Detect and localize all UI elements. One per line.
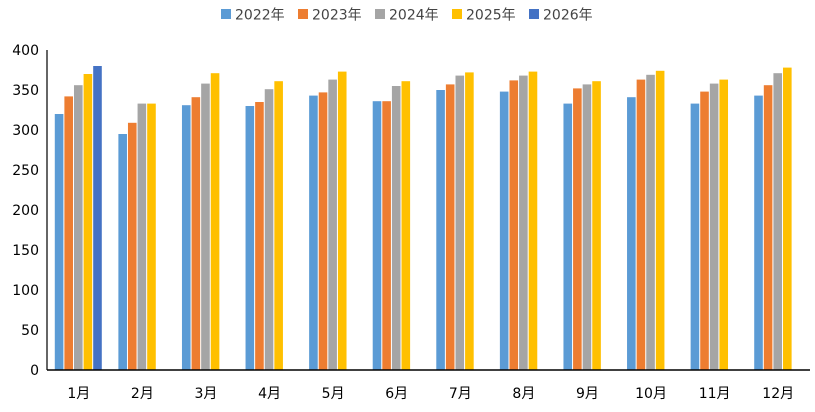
bar <box>137 103 147 370</box>
bar <box>147 103 156 370</box>
y-tick-label: 250 <box>12 163 39 179</box>
y-tick-label: 150 <box>12 243 39 259</box>
bar <box>382 101 391 370</box>
x-tick-label: 12月 <box>762 386 794 402</box>
legend-swatch <box>375 9 385 19</box>
x-tick-label: 3月 <box>194 386 217 402</box>
bar <box>401 81 411 370</box>
bar <box>573 88 582 371</box>
x-tick-label: 11月 <box>699 386 731 402</box>
bar <box>83 74 93 370</box>
legend-label: 2022年 <box>235 8 285 24</box>
bar <box>181 105 191 370</box>
y-tick-label: 350 <box>12 83 39 99</box>
legend-swatch <box>529 9 539 19</box>
bars <box>54 66 792 371</box>
legend-item: 2023年 <box>298 8 362 24</box>
legend-item: 2024年 <box>375 8 439 24</box>
bar <box>337 71 347 370</box>
x-axis-tick-labels: 1月 2月 3月 4月 5月 6月 7月 8月 9月 10月 11月 12月 <box>67 386 794 402</box>
bar <box>328 79 337 370</box>
x-tick-label: 5月 <box>322 386 345 402</box>
x-tick-label: 1月 <box>67 386 90 402</box>
bar <box>709 83 719 370</box>
x-tick-label: 2月 <box>131 386 154 402</box>
bar <box>563 103 573 370</box>
bar <box>763 85 773 370</box>
legend-label: 2023年 <box>312 8 362 24</box>
bar <box>73 85 83 370</box>
x-tick-label: 7月 <box>449 386 472 402</box>
bar <box>54 114 64 370</box>
bar <box>191 97 201 370</box>
bar <box>783 67 792 370</box>
bar <box>93 66 102 370</box>
bar <box>245 106 255 370</box>
legend-label: 2024年 <box>389 8 439 24</box>
bar <box>210 73 220 370</box>
bar <box>318 92 328 371</box>
bar <box>201 83 210 370</box>
legend-swatch <box>298 9 308 19</box>
x-tick-label: 10月 <box>635 386 667 402</box>
bar <box>700 91 709 370</box>
bar <box>465 72 474 371</box>
bar <box>372 101 382 370</box>
bar <box>646 74 655 371</box>
bar <box>509 80 519 371</box>
y-tick-label: 100 <box>12 283 39 299</box>
bar <box>499 91 509 370</box>
legend-label: 2025年 <box>466 8 516 24</box>
y-tick-label: 400 <box>12 43 39 59</box>
bar <box>309 95 318 370</box>
bar <box>391 86 401 370</box>
legend-item: 2025年 <box>452 8 516 24</box>
bar <box>118 134 127 370</box>
bar <box>528 71 538 370</box>
bar <box>127 122 137 370</box>
bar <box>655 70 665 371</box>
bar <box>255 102 264 370</box>
legend: 2022年 2023年 2024年 2025年 2026年 <box>221 8 593 24</box>
y-tick-label: 300 <box>12 123 39 139</box>
legend-swatch <box>221 9 231 19</box>
legend-item: 2026年 <box>529 8 593 24</box>
x-tick-label: 9月 <box>576 386 599 402</box>
bar <box>264 89 274 370</box>
bar <box>445 84 455 371</box>
y-tick-label: 200 <box>12 203 39 219</box>
y-tick-label: 0 <box>30 363 39 379</box>
bar <box>519 75 528 370</box>
x-tick-label: 4月 <box>258 386 281 402</box>
legend-item: 2022年 <box>221 8 285 24</box>
x-tick-label: 8月 <box>512 386 535 402</box>
bar <box>754 95 763 370</box>
bar <box>627 97 636 370</box>
bar <box>455 75 465 370</box>
bar <box>636 79 646 370</box>
bar <box>773 73 783 370</box>
y-axis-tick-labels: 0 50 100 150 200 250 300 350 400 <box>12 43 39 379</box>
bar <box>64 96 73 371</box>
legend-swatch <box>452 9 462 19</box>
bar <box>274 81 283 370</box>
bar <box>592 81 601 370</box>
bar <box>436 90 445 370</box>
x-tick-label: 6月 <box>385 386 408 402</box>
y-tick-label: 50 <box>21 323 39 339</box>
bar <box>690 103 700 370</box>
bar <box>582 84 592 371</box>
bar <box>719 79 729 370</box>
legend-label: 2026年 <box>543 8 593 24</box>
